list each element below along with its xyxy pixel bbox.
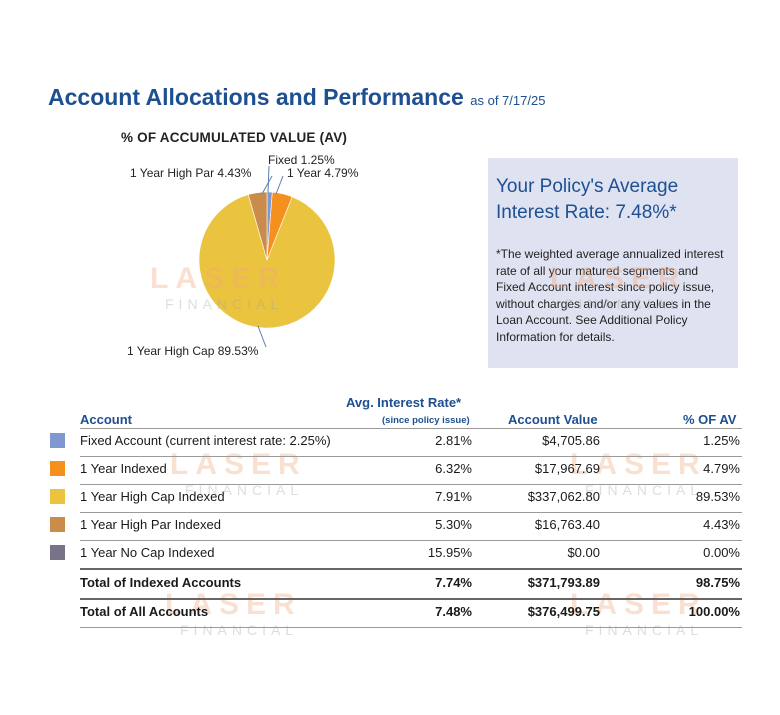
pie-label-high-par: 1 Year High Par 4.43%	[130, 166, 252, 180]
pct-of-av: 1.25%	[703, 433, 740, 448]
total-indexed-label: Total of Indexed Accounts	[80, 575, 242, 590]
account-name: 1 Year No Cap Indexed	[80, 545, 215, 560]
table-row: 1 Year High Par Indexed 5.30% $16,763.40…	[48, 512, 742, 540]
pct-of-av: 89.53%	[695, 489, 740, 504]
page-header: Account Allocations and Performance as o…	[48, 84, 545, 111]
pct-of-av: 4.79%	[703, 461, 740, 476]
pie-leader-line	[261, 175, 273, 195]
total-all-value: $376,499.75	[527, 604, 600, 619]
average-rate-heading-line1: Your Policy's Average	[496, 176, 679, 197]
avg-interest-rate: 2.81%	[435, 433, 472, 448]
total-all-label: Total of All Accounts	[80, 604, 209, 619]
pie-label-high-cap: 1 Year High Cap 89.53%	[127, 344, 259, 358]
avg-interest-rate: 7.91%	[435, 489, 472, 504]
average-rate-panel: Your Policy's Average Interest Rate: 7.4…	[488, 158, 738, 368]
account-name: 1 Year High Cap Indexed	[80, 489, 225, 504]
table-divider	[80, 627, 742, 628]
col-header-value: Account Value	[508, 412, 598, 427]
color-swatch	[50, 517, 65, 532]
total-all-rate: 7.48%	[435, 604, 472, 619]
account-name: 1 Year High Par Indexed	[80, 517, 221, 532]
account-value: $337,062.80	[527, 489, 600, 504]
table-divider	[80, 512, 742, 513]
table-divider	[80, 540, 742, 541]
total-indexed-pct: 98.75%	[695, 575, 740, 590]
avg-interest-rate: 15.95%	[427, 545, 472, 560]
pie-label-1-year: 1 Year 4.79%	[287, 166, 359, 180]
average-rate-footnote: *The weighted average annualized interes…	[496, 247, 724, 344]
pie-slice-high-par	[247, 191, 268, 261]
page-title: Account Allocations and Performance	[48, 84, 464, 110]
color-swatch	[50, 461, 65, 476]
account-value: $16,763.40	[534, 517, 600, 532]
pie-leader-line	[257, 325, 267, 348]
color-swatch	[50, 545, 65, 560]
pie-leader-line	[267, 165, 270, 194]
total-indexed-row: Total of Indexed Accounts 7.74% $371,793…	[48, 570, 742, 598]
table-divider	[80, 598, 742, 600]
avg-interest-rate: 6.32%	[435, 461, 472, 476]
pie-leader-line	[275, 175, 284, 195]
total-indexed-rate: 7.74%	[435, 575, 472, 590]
as-of-date: as of 7/17/25	[470, 93, 546, 108]
pct-of-av: 4.43%	[703, 517, 740, 532]
table-row: 1 Year Indexed 6.32% $17,967.69 4.79%	[48, 456, 742, 484]
col-header-account: Account	[80, 412, 132, 427]
col-header-rate-sub: (since policy issue)	[382, 415, 470, 426]
col-header-pct: % OF AV	[683, 412, 737, 427]
table-divider	[80, 484, 742, 485]
pct-of-av: 0.00%	[703, 545, 740, 560]
pie-label-fixed: Fixed 1.25%	[268, 153, 335, 167]
col-header-rate: Avg. Interest Rate*	[346, 395, 462, 410]
total-all-row: Total of All Accounts 7.48% $376,499.75 …	[48, 599, 742, 627]
average-rate-heading: Your Policy's Average Interest Rate: 7.4…	[496, 174, 678, 226]
color-swatch	[50, 489, 65, 504]
total-indexed-value: $371,793.89	[527, 575, 600, 590]
color-swatch	[50, 433, 65, 448]
account-value: $4,705.86	[542, 433, 600, 448]
table-row: 1 Year No Cap Indexed 15.95% $0.00 0.00%	[48, 540, 742, 568]
chart-title: % OF ACCUMULATED VALUE (AV)	[121, 130, 348, 145]
table-divider	[80, 568, 742, 570]
account-value: $0.00	[567, 545, 600, 560]
table-divider	[80, 456, 742, 457]
table-divider	[80, 428, 742, 429]
pie-slice-high-cap	[198, 194, 336, 329]
table-row: 1 Year High Cap Indexed 7.91% $337,062.8…	[48, 484, 742, 512]
avg-interest-rate: 5.30%	[435, 517, 472, 532]
table-row: Fixed Account (current interest rate: 2.…	[48, 428, 742, 456]
average-rate-heading-line2: Interest Rate: 7.48%*	[496, 202, 677, 223]
account-value: $17,967.69	[534, 461, 600, 476]
account-name: Fixed Account (current interest rate: 2.…	[80, 433, 331, 448]
account-name: 1 Year Indexed	[80, 461, 167, 476]
total-all-pct: 100.00%	[688, 604, 740, 619]
